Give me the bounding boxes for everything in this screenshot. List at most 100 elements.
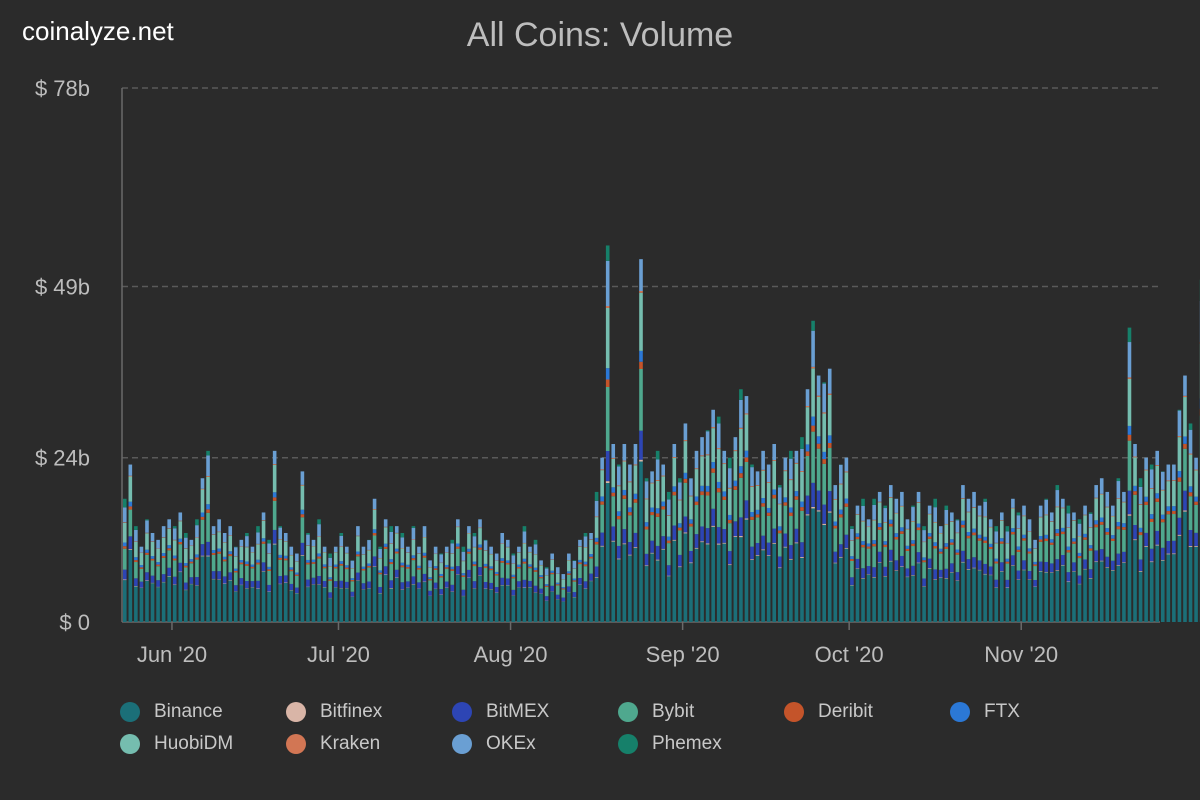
bar-segment [522,563,527,580]
bar-segment [605,260,610,307]
bar-segment [1055,507,1060,530]
bar-segment [883,566,888,577]
bar-segment [827,511,832,513]
bar-stack [456,519,460,622]
bar-segment [883,544,888,548]
bar-segment [983,498,987,502]
bar-segment [1000,520,1004,521]
bar-segment [661,506,666,510]
bar-segment [694,548,699,622]
bar-segment [600,546,604,622]
bar-segment [394,551,399,554]
bar-segment [145,533,149,550]
bar-segment [622,460,627,462]
legend-item-ftx[interactable]: FTX [950,700,1116,724]
bar-segment [1083,539,1087,560]
legend-item-phemex[interactable]: Phemex [618,732,784,756]
bar-segment [178,572,183,622]
bar-segment [1038,516,1043,518]
bar-segment [167,575,171,577]
bar-stack [944,505,949,622]
bar-segment [189,563,194,578]
bar-segment [888,526,893,550]
bar-segment [550,591,554,622]
bar-segment [789,507,793,513]
bar-segment [372,529,377,534]
bar-segment [1038,505,1043,517]
bar-segment [594,516,599,518]
bar-segment [394,553,399,570]
bar-segment [583,547,588,562]
bar-stack [150,533,155,622]
bar-segment [866,574,871,622]
bar-segment [933,548,937,570]
bar-segment [639,290,643,293]
bar-segment [1061,507,1065,509]
bar-segment [927,514,932,534]
legend-item-bybit[interactable]: Bybit [618,700,784,724]
bar-segment [528,568,532,581]
legend-item-binance[interactable]: Binance [120,700,286,724]
bar-segment [1105,532,1110,535]
bar-segment [844,503,849,507]
bar-segment [1122,527,1126,530]
bar-segment [661,509,666,537]
bar-segment [195,537,199,538]
bar-segment [728,514,732,520]
legend-label: FTX [984,701,1020,722]
bar-segment [777,504,782,527]
bar-segment [777,567,782,569]
bar-stack [1083,505,1087,622]
bar-segment [977,505,982,516]
bar-segment [1166,553,1171,555]
bar-segment [994,526,999,532]
bar-segment [567,560,571,572]
bar-segment [1049,563,1054,573]
legend-item-huobidm[interactable]: HuobiDM [120,732,286,756]
legend-item-kraken[interactable]: Kraken [286,732,452,756]
bar-segment [178,512,183,521]
bar-segment [755,485,760,486]
legend-item-bitmex[interactable]: BitMEX [452,700,618,724]
bar-segment [483,539,488,541]
bar-segment [389,564,394,581]
legend-item-okex[interactable]: OKEx [452,732,618,756]
bar-segment [350,578,355,581]
bar-segment [905,576,910,578]
bar-stack [994,526,999,622]
bar-segment [922,562,926,579]
bar-segment [977,515,982,517]
bar-segment [739,477,743,518]
bar-segment [894,513,899,534]
bar-segment [539,576,543,579]
bar-stack [1194,457,1198,622]
bar-segment [994,543,999,559]
bar-segment [700,456,704,486]
legend-item-deribit[interactable]: Deribit [784,700,950,724]
bar-segment [888,560,893,562]
bar-segment [561,574,566,580]
bar-segment [428,579,432,581]
bar-stack [211,526,216,622]
bar-segment [300,554,305,556]
bar-segment [233,547,238,557]
bar-stack [233,546,238,622]
bar-segment [195,537,199,555]
bar-segment [311,559,316,563]
bar-stack [666,491,671,622]
bar-segment [822,383,826,413]
bar-segment [1155,530,1160,545]
bar-segment [172,558,177,561]
bar-stack [1160,471,1165,622]
bar-segment [739,537,743,622]
bar-segment [911,521,915,541]
bar-segment [694,501,699,506]
bar-segment [372,508,377,510]
bar-segment [900,491,904,506]
bar-segment [494,573,499,576]
legend-item-bitfinex[interactable]: Bitfinex [286,700,452,724]
legend-swatch-icon [120,702,140,722]
bar-segment [372,509,377,530]
bar-segment [450,566,455,570]
bar-stack [644,478,649,622]
